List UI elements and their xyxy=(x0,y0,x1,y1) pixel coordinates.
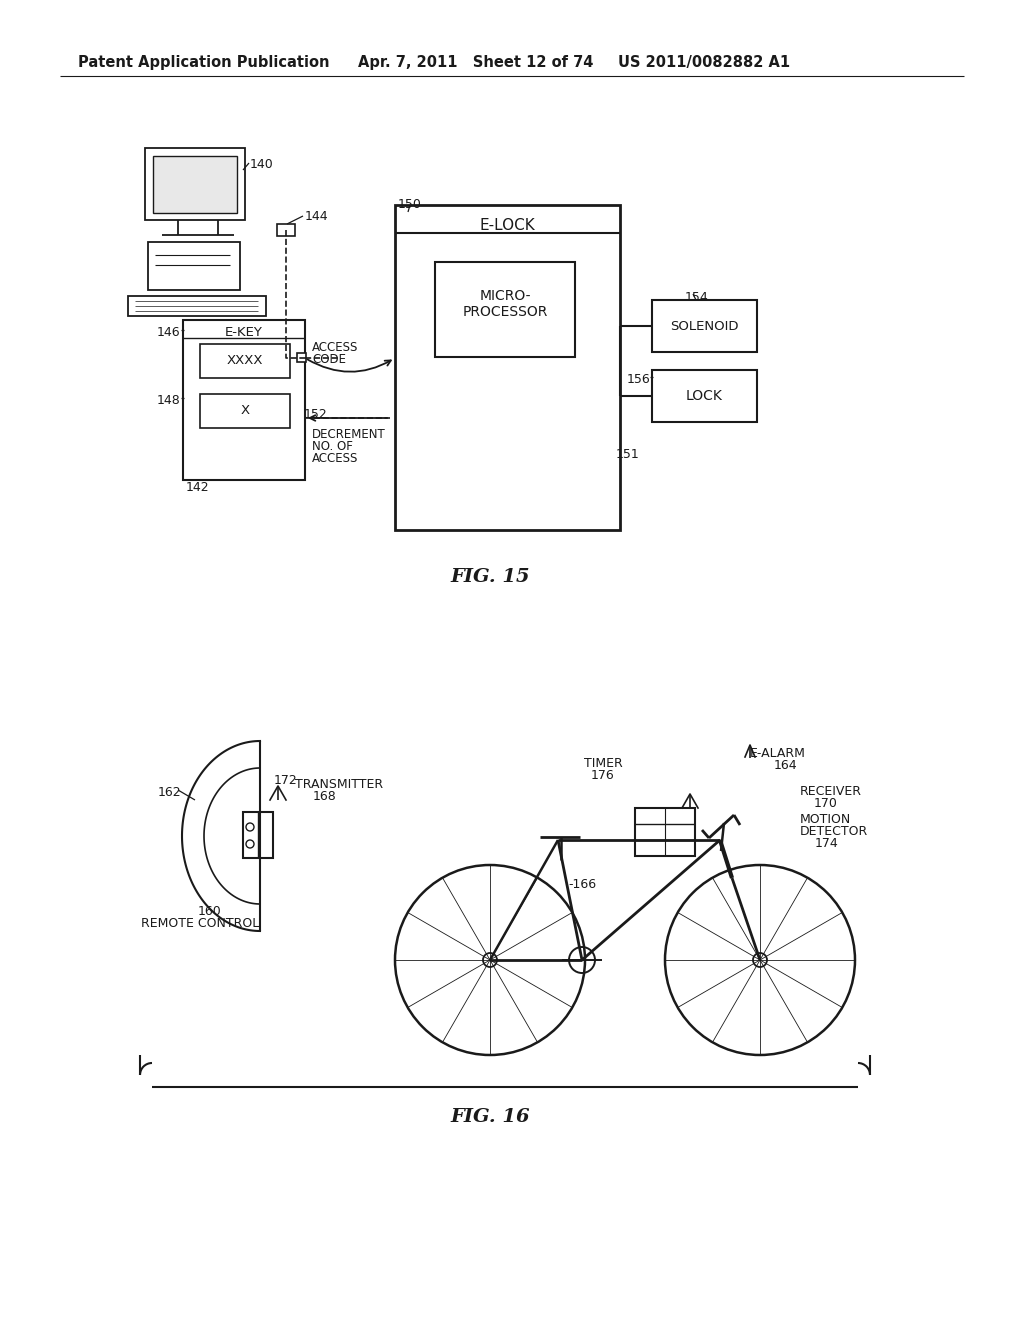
Text: 176: 176 xyxy=(591,770,614,781)
Text: 168: 168 xyxy=(313,789,337,803)
Bar xyxy=(297,352,306,362)
Text: CODE: CODE xyxy=(312,352,346,366)
Bar xyxy=(153,156,237,213)
Text: Apr. 7, 2011   Sheet 12 of 74: Apr. 7, 2011 Sheet 12 of 74 xyxy=(358,55,593,70)
Bar xyxy=(183,319,305,480)
Text: DECREMENT: DECREMENT xyxy=(312,428,386,441)
Bar xyxy=(278,224,295,236)
Bar xyxy=(128,296,266,315)
Text: 172: 172 xyxy=(274,774,298,787)
Text: XXXX: XXXX xyxy=(226,355,263,367)
Text: PROCESSOR: PROCESSOR xyxy=(462,305,548,319)
Text: RECEIVER: RECEIVER xyxy=(800,785,862,799)
Text: 170: 170 xyxy=(814,797,838,810)
Bar xyxy=(243,812,273,858)
Bar xyxy=(145,148,245,220)
Text: Patent Application Publication: Patent Application Publication xyxy=(78,55,330,70)
Text: TIMER: TIMER xyxy=(584,756,623,770)
Text: E-KEY: E-KEY xyxy=(225,326,263,339)
Text: 164: 164 xyxy=(774,759,798,772)
Text: TRANSMITTER: TRANSMITTER xyxy=(295,777,383,791)
Bar xyxy=(435,261,575,356)
Bar xyxy=(652,300,757,352)
Bar xyxy=(635,808,695,855)
Text: X: X xyxy=(241,404,250,417)
Text: DETECTOR: DETECTOR xyxy=(800,825,868,838)
Bar xyxy=(652,370,757,422)
Bar xyxy=(200,345,290,378)
Text: LOCK: LOCK xyxy=(685,389,723,403)
Text: 150: 150 xyxy=(398,198,422,211)
Text: E-LOCK: E-LOCK xyxy=(479,218,535,234)
Text: 174: 174 xyxy=(815,837,839,850)
Circle shape xyxy=(246,840,254,847)
Bar xyxy=(395,205,620,531)
Text: NO. OF: NO. OF xyxy=(312,440,353,453)
Text: MOTION: MOTION xyxy=(800,813,851,826)
Text: -166: -166 xyxy=(568,878,596,891)
Text: REMOTE CONTROL: REMOTE CONTROL xyxy=(141,917,259,931)
Circle shape xyxy=(246,822,254,832)
Text: 162: 162 xyxy=(158,785,181,799)
Text: 160: 160 xyxy=(198,906,222,917)
Text: 144: 144 xyxy=(305,210,329,223)
Text: MICRO-: MICRO- xyxy=(479,289,530,304)
Text: ACCESS: ACCESS xyxy=(312,341,358,354)
Text: FIG. 15: FIG. 15 xyxy=(451,568,529,586)
Text: 148: 148 xyxy=(157,393,181,407)
Text: 151: 151 xyxy=(616,447,640,461)
Text: ACCESS: ACCESS xyxy=(312,451,358,465)
Text: FIG. 16: FIG. 16 xyxy=(451,1107,529,1126)
Text: 152: 152 xyxy=(304,408,328,421)
Bar xyxy=(148,242,240,290)
Text: E-ALARM: E-ALARM xyxy=(750,747,806,760)
Text: SOLENOID: SOLENOID xyxy=(670,319,738,333)
Text: US 2011/0082882 A1: US 2011/0082882 A1 xyxy=(618,55,791,70)
Bar xyxy=(200,393,290,428)
Text: 154: 154 xyxy=(685,290,709,304)
Text: 146: 146 xyxy=(157,326,180,339)
Text: 156: 156 xyxy=(627,374,650,385)
Text: 142: 142 xyxy=(186,480,210,494)
Text: 140: 140 xyxy=(250,158,273,172)
